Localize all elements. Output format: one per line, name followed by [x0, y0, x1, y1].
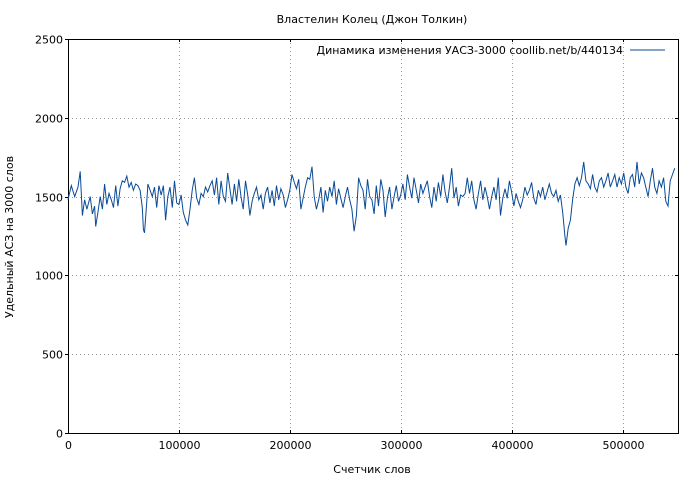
- plot-area-border: [68, 39, 679, 434]
- x-tick-label: 400000: [492, 439, 534, 452]
- x-axis-label: Счетчик слов: [333, 463, 410, 476]
- x-tick-label: 300000: [381, 439, 423, 452]
- y-axis-label: Удельный АСЗ на 3000 слов: [3, 156, 16, 318]
- grid: [68, 39, 678, 433]
- axis-ticks: 0 500 1000 1500 2000 2500 0 100000 200000 300000 4…: [35, 34, 678, 452]
- series-line: [67, 161, 676, 246]
- y-tick-label: 1500: [35, 192, 63, 205]
- y-tick-label: 2500: [35, 34, 63, 47]
- legend-label: Динамика изменения УАСЗ-3000 coollib.net…: [317, 44, 624, 57]
- chart-title: Властелин Колец (Джон Толкин): [277, 13, 468, 26]
- y-tick-label: 2000: [35, 113, 63, 126]
- x-tick-label: 100000: [159, 439, 201, 452]
- y-tick-label: 500: [42, 349, 63, 362]
- y-tick-label: 1000: [35, 270, 63, 283]
- x-tick-label: 500000: [603, 439, 645, 452]
- y-tick-label: 0: [56, 428, 63, 441]
- x-tick-label: 200000: [270, 439, 312, 452]
- x-tick-label: 0: [65, 439, 72, 452]
